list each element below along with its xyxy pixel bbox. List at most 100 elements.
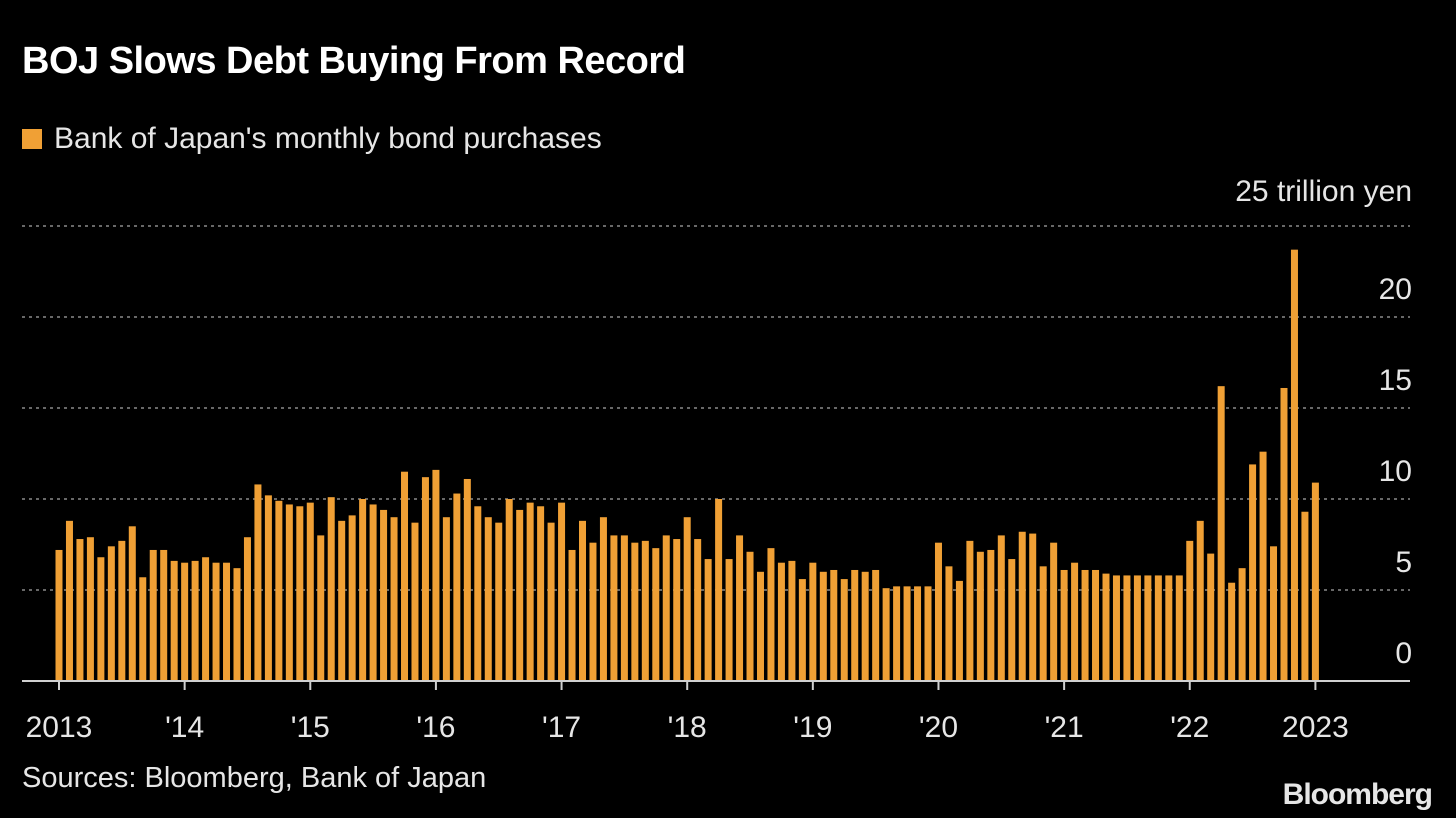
bar (1238, 568, 1246, 681)
bar (107, 546, 115, 681)
x-tick-label: '21 (1045, 711, 1084, 744)
bar (934, 542, 942, 681)
bar (1228, 582, 1236, 681)
bar (662, 535, 670, 681)
bar (903, 586, 911, 681)
bar (1207, 553, 1215, 681)
bar (55, 549, 63, 681)
bar (599, 517, 607, 681)
bar (547, 522, 555, 681)
bar (537, 506, 545, 681)
x-tick-label: '19 (793, 711, 832, 744)
bar (610, 535, 618, 681)
bar (411, 522, 419, 681)
bar (285, 504, 293, 681)
bar (1081, 569, 1089, 681)
bar (861, 571, 869, 681)
bar (914, 586, 922, 681)
bar (704, 559, 712, 681)
x-tick-label: 2023 (1282, 711, 1349, 744)
bar (505, 499, 513, 681)
bar (97, 557, 105, 681)
bar (1196, 520, 1204, 681)
bar (390, 517, 398, 681)
bar (160, 549, 168, 681)
bar (955, 580, 963, 681)
bar (76, 539, 84, 681)
bar (1060, 569, 1068, 681)
bar (872, 569, 880, 681)
bar (296, 506, 304, 681)
bar (442, 517, 450, 681)
bar (306, 502, 314, 681)
y-tick-label: 15 (1379, 364, 1412, 397)
bar (128, 526, 136, 681)
bar (987, 549, 995, 681)
bar (620, 535, 628, 681)
bar (1050, 542, 1058, 681)
bar (736, 535, 744, 681)
bar (558, 502, 566, 681)
bar (997, 535, 1005, 681)
y-tick-label: 5 (1395, 546, 1412, 579)
bar (202, 557, 210, 681)
bar (966, 540, 974, 681)
bar (327, 497, 335, 681)
bar (893, 586, 901, 681)
bar (1039, 566, 1047, 681)
bar (756, 571, 764, 681)
bar (1311, 482, 1319, 681)
y-axis-unit-label: 25 trillion yen (1235, 175, 1412, 208)
bar (694, 539, 702, 681)
y-tick-labels: 0 5 10 15 20 (1379, 273, 1412, 670)
bar (851, 569, 859, 681)
bar (516, 509, 524, 681)
x-tick-label: 2013 (26, 711, 93, 744)
bar (233, 568, 241, 681)
bar (118, 540, 126, 681)
bar (484, 517, 492, 681)
bar (359, 499, 367, 681)
bar (1112, 575, 1120, 681)
bar (725, 559, 733, 681)
bar (495, 522, 503, 681)
bar (264, 495, 272, 681)
bar (348, 515, 356, 681)
bar (641, 540, 649, 681)
bar (1175, 575, 1183, 681)
bar (809, 562, 817, 681)
bar (86, 537, 94, 681)
bar (1270, 546, 1278, 681)
bar (1018, 531, 1026, 681)
legend: Bank of Japan's monthly bond purchases (22, 122, 602, 156)
bar (673, 539, 681, 681)
bar (1217, 386, 1225, 681)
bar (976, 551, 984, 681)
bar (338, 520, 346, 681)
chart-title: BOJ Slows Debt Buying From Record (22, 40, 686, 82)
bar (882, 588, 890, 681)
bar (432, 469, 440, 681)
bar (463, 478, 471, 681)
bar (767, 548, 775, 681)
y-tick-label: 0 (1395, 637, 1412, 670)
x-tick-label: '16 (416, 711, 455, 744)
bar (212, 562, 220, 681)
bar (1102, 573, 1110, 681)
bar (798, 579, 806, 681)
bar (223, 562, 231, 681)
bar (840, 579, 848, 681)
bar (1280, 387, 1288, 681)
bar (149, 549, 157, 681)
bar (1144, 575, 1152, 681)
bar (170, 560, 178, 681)
legend-label: Bank of Japan's monthly bond purchases (54, 122, 602, 155)
bar (474, 506, 482, 681)
y-tick-label: 20 (1379, 273, 1412, 306)
x-tick-label: '18 (668, 711, 707, 744)
bar (181, 562, 189, 681)
bar (788, 560, 796, 681)
bar (1071, 562, 1079, 681)
bar (1092, 569, 1100, 681)
